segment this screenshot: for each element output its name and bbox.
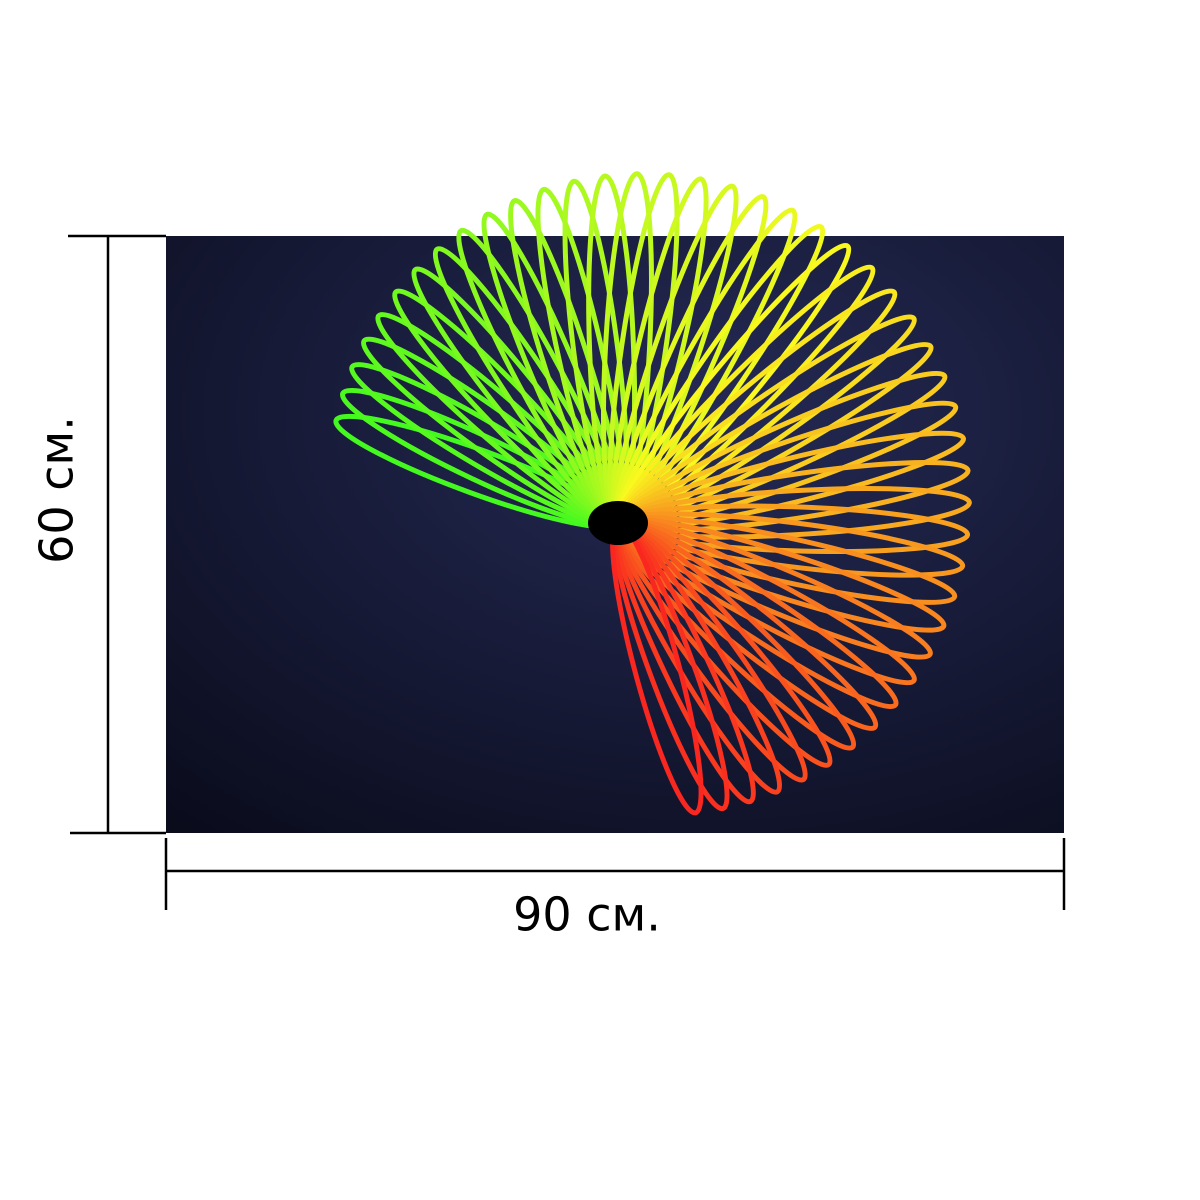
spring-hole [588, 501, 648, 545]
height-label: 60 см. [30, 416, 84, 564]
width-label: 90 см. [513, 888, 661, 942]
